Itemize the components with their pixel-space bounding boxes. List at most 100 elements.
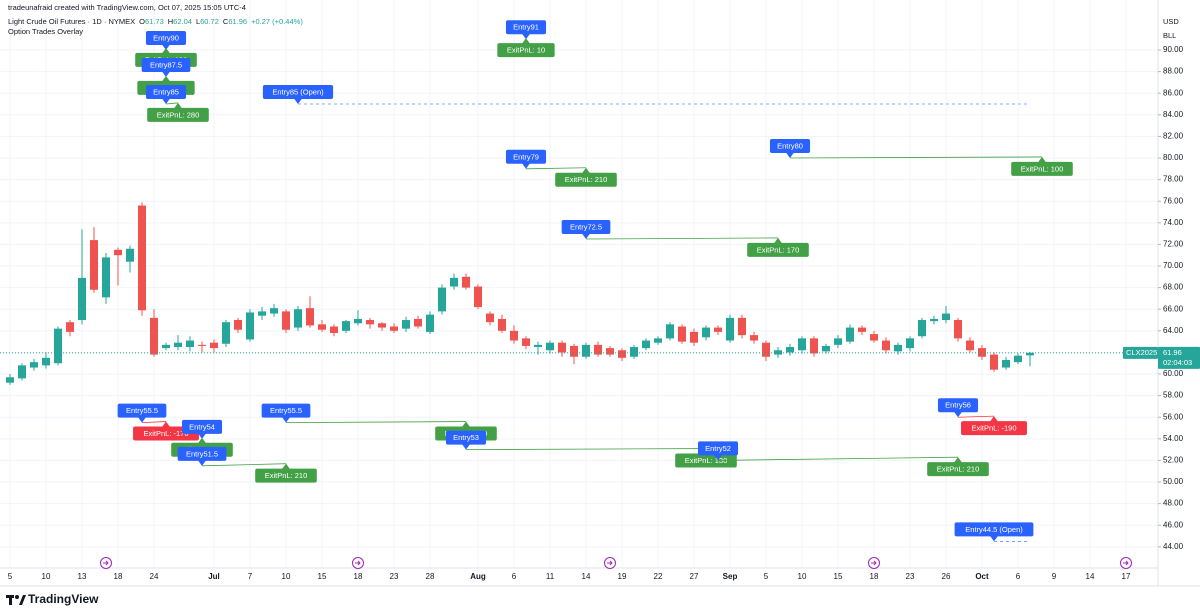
label-box bbox=[961, 421, 1027, 436]
label-box bbox=[497, 43, 555, 58]
x-tick-label: 11 bbox=[546, 572, 555, 581]
y-tick-label: 56.00 bbox=[1163, 412, 1184, 421]
label-pointer bbox=[786, 152, 794, 159]
entry-label: Entry53 bbox=[445, 430, 487, 450]
trade-line bbox=[957, 415, 995, 418]
candle-body bbox=[282, 311, 290, 330]
x-tick-label: Jul bbox=[208, 572, 220, 581]
label-text: Entry90 bbox=[153, 33, 179, 42]
candle-body bbox=[210, 342, 218, 349]
ohlc-key: L bbox=[196, 17, 200, 26]
logo-mark bbox=[6, 595, 26, 605]
x-tick-label: 17 bbox=[1122, 572, 1131, 581]
label-text: Entry85 (Open) bbox=[272, 87, 324, 96]
label-text: Entry52 bbox=[705, 444, 731, 453]
candle-body bbox=[1026, 352, 1034, 356]
candle-body bbox=[54, 328, 62, 364]
entry-label: Entry55.5 bbox=[117, 403, 167, 423]
logo-shape bbox=[15, 595, 19, 599]
trade-line bbox=[165, 102, 179, 105]
label-box bbox=[445, 430, 487, 445]
label-text: Entry87.5 bbox=[150, 60, 182, 69]
candle-body bbox=[102, 257, 110, 298]
plot bbox=[0, 202, 1158, 385]
candle-body bbox=[342, 321, 350, 331]
candle-body bbox=[942, 313, 950, 321]
label-pointer bbox=[522, 163, 530, 169]
entry-label: Entry44.5 (Open) bbox=[954, 522, 1034, 542]
candle-body bbox=[966, 340, 974, 351]
entry-label: Entry55.5 bbox=[261, 403, 311, 423]
label-box bbox=[937, 398, 979, 413]
label-pointer bbox=[954, 411, 962, 418]
label-text: ExitPnL: 210 bbox=[565, 175, 608, 184]
x-tick-label: 6 bbox=[1016, 572, 1021, 581]
candle-body bbox=[474, 286, 482, 308]
candle-body bbox=[450, 277, 458, 287]
candle-body bbox=[882, 340, 890, 351]
candle-body bbox=[810, 338, 818, 354]
label-box bbox=[555, 172, 617, 187]
y-tick-label: 72.00 bbox=[1163, 240, 1184, 249]
exit-label: ExitPnL: -190 bbox=[961, 416, 1027, 436]
label-pointer bbox=[990, 416, 998, 422]
candle-body bbox=[378, 323, 386, 328]
label-pointer bbox=[462, 421, 470, 428]
candle-body bbox=[366, 320, 374, 325]
y-tick-label: 84.00 bbox=[1163, 110, 1184, 119]
entry-label: Entry91 bbox=[505, 20, 547, 40]
candle-body bbox=[594, 344, 602, 355]
y-tick-label: 68.00 bbox=[1163, 283, 1184, 292]
label-text: ExitPnL: 10 bbox=[507, 46, 545, 55]
candle-body bbox=[414, 318, 422, 327]
candle-body bbox=[354, 318, 362, 324]
label-box bbox=[262, 85, 334, 100]
symbol-line: Light Crude Oil Futures · 1D · NYMEX O61.… bbox=[8, 17, 303, 26]
trade-line bbox=[585, 237, 779, 240]
label-text: Entry85 bbox=[153, 87, 179, 96]
candle-body bbox=[222, 322, 230, 344]
candle-body bbox=[714, 327, 722, 332]
candle-body bbox=[138, 205, 146, 311]
label-box bbox=[561, 220, 611, 235]
y-tick-label: 70.00 bbox=[1163, 261, 1184, 270]
label-box bbox=[181, 419, 223, 434]
label-box bbox=[177, 446, 227, 461]
x-tick-label: Oct bbox=[975, 572, 989, 581]
label-pointer bbox=[162, 75, 170, 82]
x-tick-label: 18 bbox=[114, 572, 123, 581]
label-pointer bbox=[138, 417, 146, 423]
logo-text: TradingView bbox=[28, 592, 99, 606]
label-text: ExitPnL: 170 bbox=[757, 245, 800, 254]
label-text: ExitPnL: 280 bbox=[157, 110, 200, 119]
exit-label: ExitPnL: 210 bbox=[555, 167, 617, 187]
label-pointer bbox=[282, 463, 290, 470]
candle-body bbox=[666, 324, 674, 339]
indicator-name: Option Trades Overlay bbox=[8, 27, 83, 36]
x-tick-label: 15 bbox=[318, 572, 327, 581]
exit-label: ExitPnL: 100 bbox=[1011, 156, 1073, 176]
candle-body bbox=[822, 345, 830, 352]
x-tick-label: 15 bbox=[834, 572, 843, 581]
label-text: ExitPnL: 130 bbox=[685, 456, 728, 465]
label-pointer bbox=[162, 47, 170, 54]
x-tick-label: 27 bbox=[690, 572, 699, 581]
candle-body bbox=[606, 348, 614, 355]
candle-body bbox=[126, 248, 134, 262]
candle-body bbox=[114, 249, 122, 256]
label-pointer bbox=[522, 33, 530, 40]
candle-body bbox=[330, 326, 338, 333]
candle-body bbox=[570, 345, 578, 357]
candle-body bbox=[954, 320, 962, 339]
candle-body bbox=[246, 312, 254, 340]
label-text: Entry51.5 bbox=[186, 449, 218, 458]
trade-line bbox=[789, 156, 1043, 159]
candle-body bbox=[522, 338, 530, 346]
ohlc-value: 61.96 bbox=[228, 17, 247, 26]
x-tick-label: 5 bbox=[764, 572, 769, 581]
ohlc-key: O bbox=[139, 17, 145, 26]
candle-body bbox=[834, 338, 842, 345]
label-pointer bbox=[582, 233, 590, 240]
